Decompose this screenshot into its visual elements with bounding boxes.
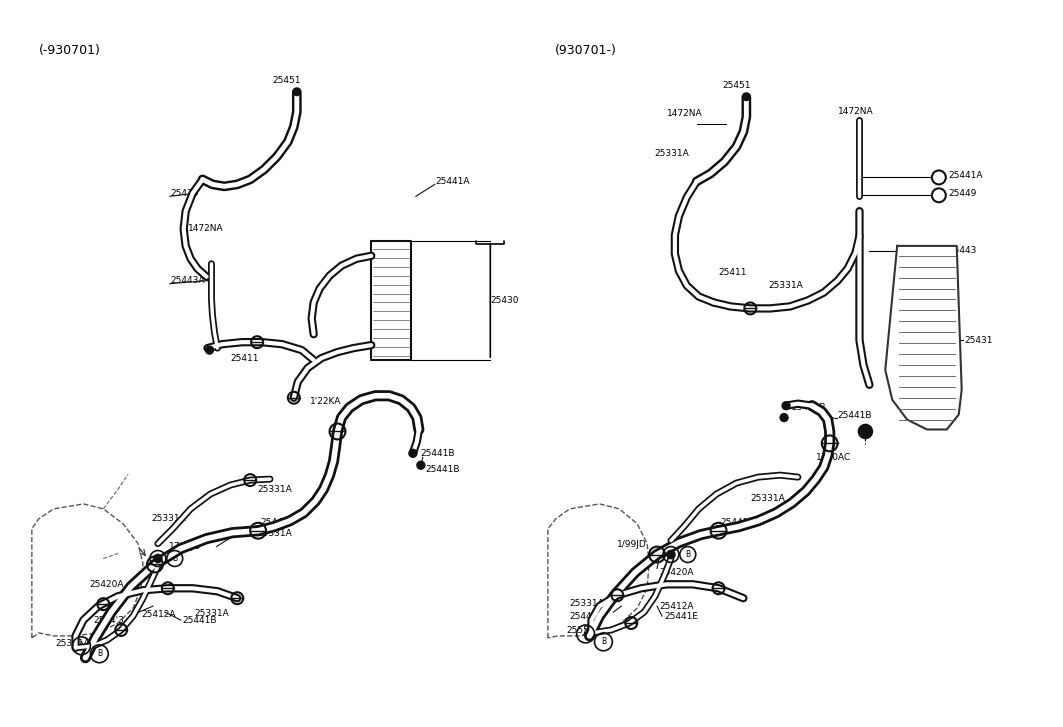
Text: 25451: 25451 (722, 81, 750, 89)
Text: 25443: 25443 (949, 246, 977, 255)
Text: 25331A: 25331A (750, 494, 786, 504)
Text: 25331A: 25331A (151, 514, 186, 523)
Text: 1799JD: 1799JD (169, 542, 201, 551)
Polygon shape (885, 246, 962, 430)
Text: 25331A: 25331A (257, 484, 292, 494)
Circle shape (782, 402, 790, 409)
Text: 1472NA: 1472NA (838, 108, 874, 116)
Text: 25441B: 25441B (838, 411, 872, 420)
Text: (-930701): (-930701) (38, 44, 101, 57)
Text: 2544'3: 2544'3 (94, 616, 124, 624)
Text: 25441B: 25441B (426, 465, 460, 474)
Text: 25441A: 25441A (436, 177, 470, 186)
Text: B: B (97, 649, 102, 658)
Text: 25331A: 25331A (55, 639, 90, 648)
Text: (930701-): (930701-) (555, 44, 617, 57)
Circle shape (417, 461, 425, 469)
Text: 25441B: 25441B (570, 611, 604, 621)
Text: 25412A: 25412A (659, 602, 693, 611)
Text: 1472NA: 1472NA (667, 110, 703, 119)
Text: A: A (79, 641, 84, 651)
Text: A: A (669, 550, 674, 559)
Circle shape (780, 414, 788, 422)
Text: 25411: 25411 (231, 353, 258, 363)
Text: 25441B: 25441B (721, 518, 755, 527)
Text: 25411: 25411 (719, 268, 747, 277)
Text: 25441E: 25441E (664, 611, 698, 621)
Text: 1'22KA: 1'22KA (309, 397, 341, 406)
Circle shape (409, 449, 417, 457)
Text: 25431: 25431 (964, 336, 993, 345)
Text: 25441B: 25441B (791, 403, 826, 412)
Text: B: B (686, 550, 690, 559)
Text: 25441B: 25441B (260, 518, 294, 527)
Text: A: A (583, 630, 588, 638)
Circle shape (743, 94, 749, 100)
Text: 1/99JD: 1/99JD (618, 540, 647, 549)
Text: 1130AC: 1130AC (816, 453, 851, 462)
Text: B: B (601, 638, 606, 646)
Text: 25449: 25449 (949, 189, 977, 198)
Text: 25420A: 25420A (89, 580, 124, 589)
Circle shape (154, 555, 162, 563)
Text: B: B (172, 554, 178, 563)
Text: 25443A: 25443A (171, 276, 205, 285)
Text: 25551A: 25551A (567, 627, 602, 635)
Text: A: A (155, 554, 161, 563)
Circle shape (667, 550, 675, 558)
Circle shape (293, 89, 300, 95)
Text: 25420A: 25420A (659, 568, 693, 577)
Text: 25331A: 25331A (257, 529, 292, 538)
Text: 25430: 25430 (490, 296, 519, 305)
Text: 25451: 25451 (272, 76, 301, 84)
Text: 25441B: 25441B (421, 449, 455, 458)
Text: 1472NA: 1472NA (188, 223, 223, 233)
Text: 25412A: 25412A (141, 609, 175, 619)
Text: 25331A: 25331A (654, 149, 689, 158)
Circle shape (205, 346, 214, 354)
Text: 25331A: 25331A (769, 281, 803, 290)
Text: 25331A: 25331A (195, 608, 230, 617)
Text: 25435: 25435 (171, 189, 199, 198)
Text: 25331A: 25331A (570, 598, 605, 608)
Circle shape (859, 425, 873, 438)
Text: 25441B: 25441B (183, 616, 217, 624)
Text: 25441A: 25441A (949, 171, 983, 180)
